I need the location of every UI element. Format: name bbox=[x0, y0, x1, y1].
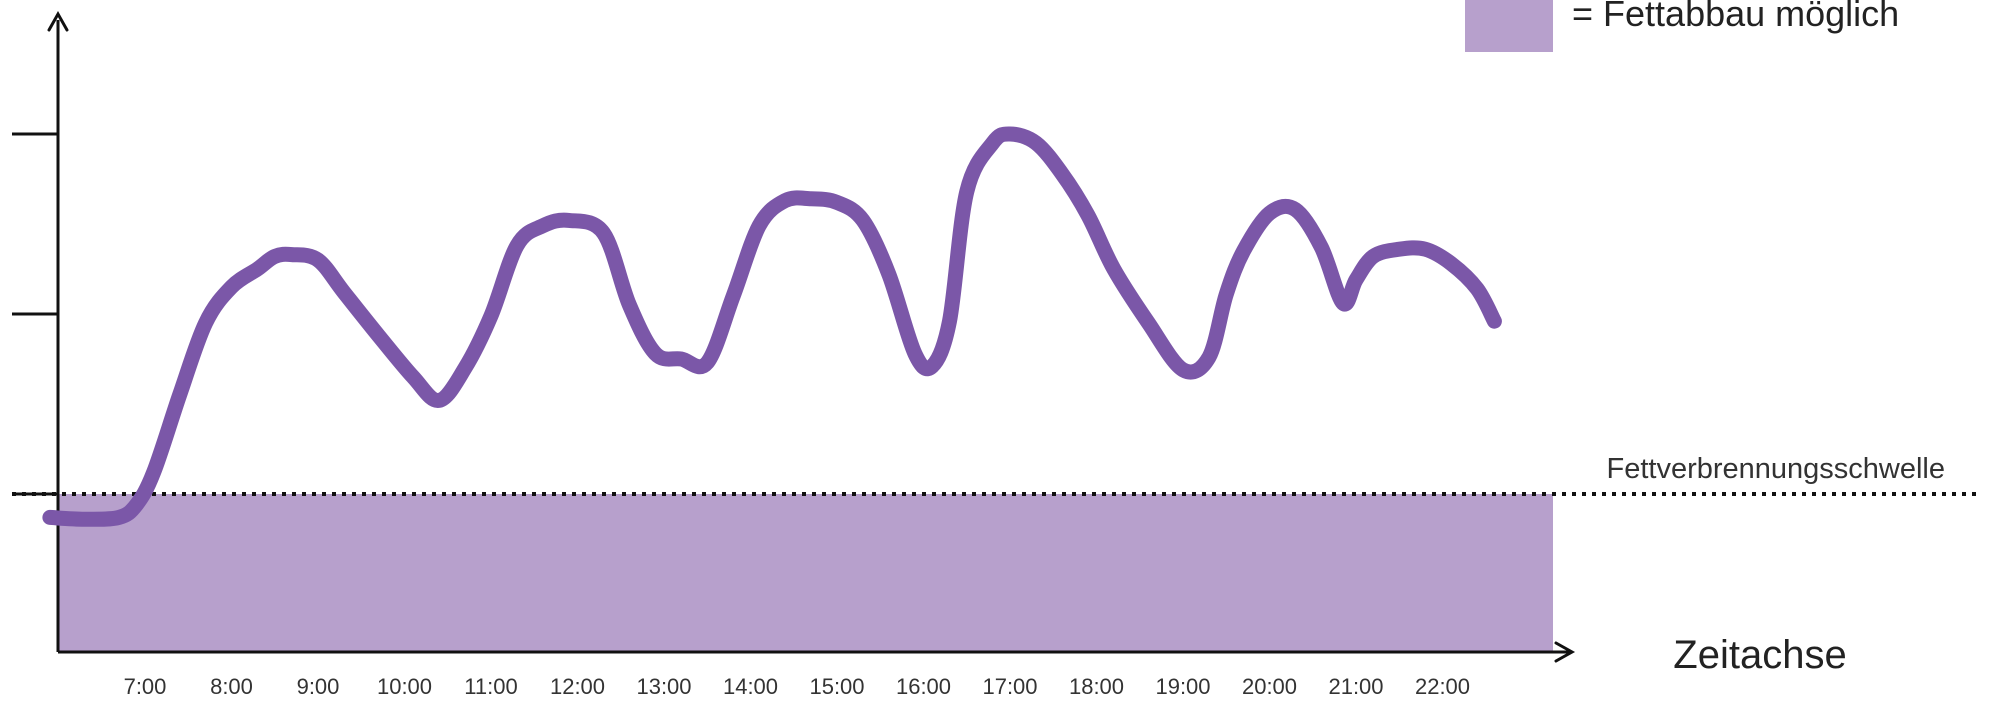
x-tick-label: 20:00 bbox=[1242, 674, 1297, 699]
x-tick-label: 19:00 bbox=[1155, 674, 1210, 699]
y-axis-arrow bbox=[47, 10, 69, 32]
x-tick-label: 14:00 bbox=[723, 674, 778, 699]
tick-labels: 7:00 8:00 9:00 10:00 11:00 12:00 13:00 14:00 15:… bbox=[124, 674, 1470, 699]
x-tick-label: 11:00 bbox=[464, 674, 517, 699]
x-tick-label: 7:00 bbox=[124, 674, 167, 699]
legend-swatch bbox=[1465, 0, 1553, 52]
x-tick-label: 16:00 bbox=[896, 674, 951, 699]
legend-label: = Fettabbau möglich bbox=[1572, 0, 1899, 34]
fat-burning-zone-fill bbox=[58, 494, 1553, 652]
fat-burning-zone bbox=[58, 494, 1553, 652]
x-tick-label: 18:00 bbox=[1069, 674, 1124, 699]
series-line bbox=[42, 126, 1502, 527]
series-group bbox=[42, 126, 1502, 527]
x-tick-label: 15:00 bbox=[809, 674, 864, 699]
x-tick-label: 9:00 bbox=[297, 674, 340, 699]
x-tick-label: 17:00 bbox=[982, 674, 1037, 699]
axis-ticks bbox=[12, 132, 58, 496]
x-tick-label: 10:00 bbox=[377, 674, 432, 699]
x-axis-arrow bbox=[1554, 641, 1576, 663]
x-tick-label: 12:00 bbox=[550, 674, 605, 699]
x-tick-label: 22:00 bbox=[1415, 674, 1470, 699]
x-axis-title: Zeitachse bbox=[1673, 633, 1846, 677]
x-tick-label: 13:00 bbox=[636, 674, 691, 699]
axes bbox=[47, 10, 1576, 663]
threshold-label: Fettverbrennungsschwelle bbox=[1606, 453, 1945, 485]
legend: = Fettabbau möglich bbox=[1465, 0, 1899, 52]
x-tick-label: 8:00 bbox=[210, 674, 253, 699]
x-tick-label: 21:00 bbox=[1328, 674, 1383, 699]
